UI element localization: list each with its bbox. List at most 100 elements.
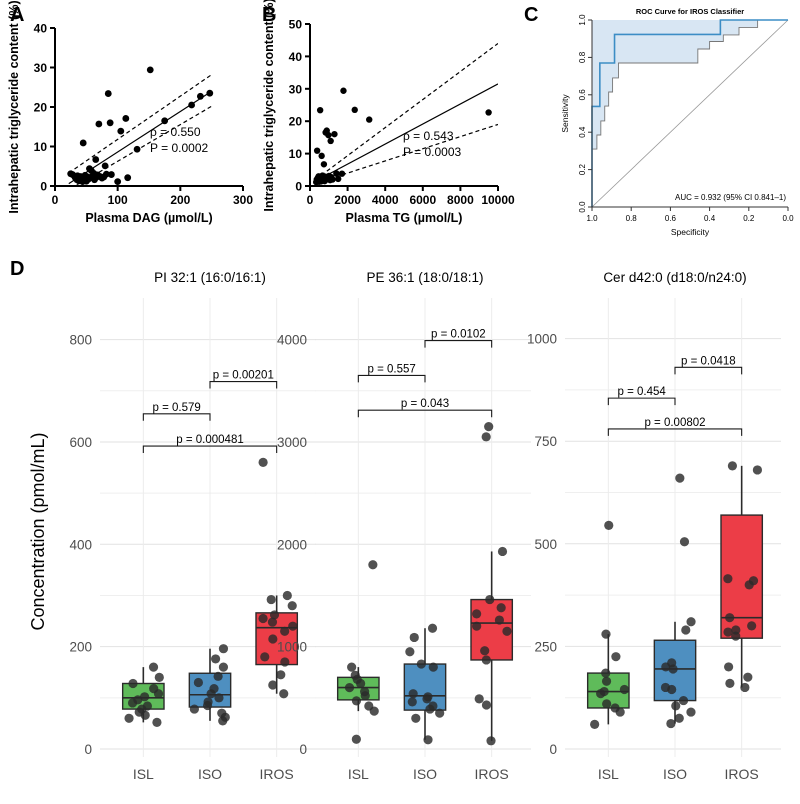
y-tick-label: 0	[549, 742, 557, 757]
data-point	[146, 66, 154, 74]
pvalue-bracket	[357, 409, 493, 418]
data-point	[329, 176, 336, 183]
stat-p: P = 0.0003	[403, 145, 461, 159]
stat-p: P = 0.0002	[150, 141, 208, 155]
jitter-point	[416, 659, 426, 669]
jitter-point	[149, 684, 159, 694]
jitter-point	[723, 574, 733, 584]
jitter-point	[360, 687, 370, 697]
data-point	[104, 90, 112, 97]
data-point	[485, 109, 492, 116]
jitter-point	[269, 610, 280, 620]
y-tick-label: 0	[299, 742, 307, 757]
x-tick-label: 2000	[334, 193, 361, 207]
data-point	[340, 87, 347, 94]
jitter-point	[723, 627, 733, 637]
jitter-point	[368, 560, 378, 570]
jitter-point	[666, 718, 676, 729]
jitter-point	[731, 625, 741, 635]
y-tick-label: 30	[34, 61, 48, 75]
jitter-point	[218, 644, 229, 654]
jitter-point	[128, 678, 138, 689]
jitter-point	[481, 432, 491, 442]
y-axis-label: Intrahepatic triglyceride content (%)	[7, 0, 21, 213]
jitter-point	[743, 672, 753, 682]
jitter-point	[344, 682, 355, 693]
jitter-point	[280, 657, 290, 667]
panel-b-scatter: 0 10 20 30 40 50 0 2000 4000 6000 8000 10000 Plasma …	[262, 0, 515, 225]
jitter-point	[268, 634, 278, 644]
jitter-point	[351, 734, 361, 744]
x-axis-label: Plasma TG (µmol/L)	[346, 211, 463, 225]
jitter-point	[423, 735, 433, 745]
data-point	[333, 170, 340, 177]
jitter-point	[671, 701, 681, 711]
data-point	[318, 152, 325, 160]
pvalue-bracket	[607, 397, 676, 406]
y-tick-label: 1000	[277, 640, 307, 655]
pvalue-label: p = 0.043	[401, 398, 449, 410]
data-point	[102, 170, 110, 178]
data-point	[338, 170, 346, 177]
pvalue-label: p = 0.000481	[176, 434, 243, 446]
jitter-point	[423, 692, 433, 702]
y-tick-label: 400	[69, 537, 92, 552]
subplot-title: PE 36:1 (18:0/18:1)	[366, 270, 483, 285]
data-point	[327, 137, 334, 145]
y-tick-label: 250	[534, 639, 557, 654]
jitter-point	[724, 662, 734, 672]
x-axis-label: Plasma DAG (µmol/L)	[85, 211, 212, 225]
data-point	[114, 178, 122, 186]
x-tick-label: 100	[108, 193, 128, 207]
jitter-point	[481, 655, 491, 665]
jitter-point	[124, 713, 134, 723]
jitter-point	[686, 617, 696, 627]
data-point	[108, 171, 115, 178]
y-tick-label: 600	[69, 435, 92, 450]
jitter-point	[407, 697, 417, 707]
y-tick-label: 0	[84, 742, 92, 757]
jitter-point	[152, 717, 162, 727]
roc-auc-label: AUC = 0.932 (95% CI 0.841–1)	[675, 193, 786, 202]
stat-rho: ρ = 0.543	[403, 129, 454, 143]
data-point	[117, 127, 125, 135]
jitter-point	[276, 670, 286, 680]
y-tick-label: 40	[289, 50, 303, 64]
roc-x-tick-label: 0.4	[704, 214, 716, 223]
pvalue-bracket	[424, 340, 493, 348]
jitter-point	[287, 601, 297, 611]
pvalue-bracket	[142, 413, 211, 421]
jitter-point	[601, 676, 612, 686]
data-point	[335, 175, 342, 183]
jitter-point	[154, 672, 164, 682]
jitter-point	[619, 684, 629, 695]
jitter-point	[747, 621, 757, 631]
x-tick-label: 300	[233, 193, 253, 207]
pvalue-bracket	[142, 445, 278, 454]
jitter-point	[268, 680, 278, 690]
pvalue-label: p = 0.0418	[681, 355, 736, 367]
y-tick-label: 750	[534, 434, 557, 449]
roc-ci-band	[592, 20, 788, 207]
jitter-point	[686, 707, 696, 717]
jitter-point	[258, 457, 268, 468]
jitter-point	[472, 609, 482, 619]
panel-d-y-axis-label: Concentration (pmol/mL)	[28, 432, 48, 630]
x-tick-label: ISO	[413, 766, 437, 782]
ci-line	[68, 74, 213, 174]
jitter-point	[267, 617, 278, 627]
jitter-point	[408, 689, 418, 699]
jitter-point	[678, 695, 689, 706]
jitter-point	[679, 537, 690, 547]
jitter-point	[350, 670, 360, 680]
jitter-point	[148, 662, 159, 672]
jitter-point	[428, 662, 438, 672]
jitter-point	[675, 473, 685, 483]
stat-rho: ρ = 0.550	[150, 125, 201, 139]
data-point	[101, 162, 109, 170]
jitter-point	[213, 671, 223, 681]
x-tick-label: ISL	[598, 766, 619, 782]
jitter-point	[142, 701, 152, 711]
data-point	[124, 174, 132, 182]
jitter-point	[351, 696, 362, 706]
